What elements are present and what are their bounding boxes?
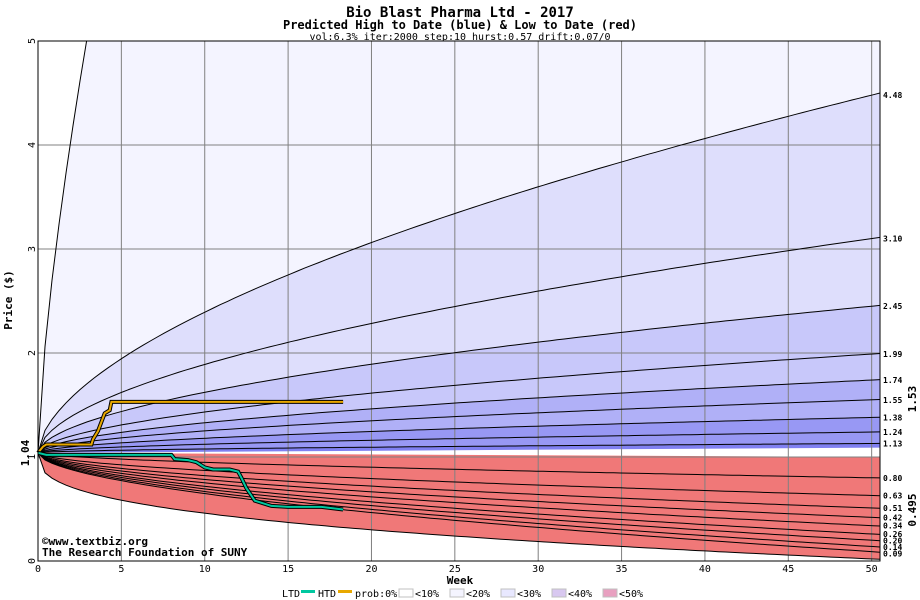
quantile-line [38, 416, 880, 454]
quantile-line [38, 452, 880, 509]
credit-line-2: The Research Foundation of SUNY [42, 546, 248, 559]
legend-ltd-label: LTD [282, 589, 300, 600]
quantile-end-label: 2.45 [883, 302, 902, 311]
legend-band-20-label: <20% [466, 589, 490, 600]
htd-line [37, 400, 344, 454]
quantile-line [38, 452, 880, 535]
quantile-end-label: 0.20 [883, 536, 902, 545]
quantile-line [38, 379, 880, 454]
chart-subtitle: Predicted High to Date (blue) & Low to D… [283, 18, 637, 32]
bands-layer [38, 41, 880, 560]
x-tick-label: 35 [616, 564, 628, 575]
x-tick-label: 10 [199, 564, 211, 575]
quantile-line [38, 399, 880, 454]
quantile-end-label: 0.42 [883, 513, 902, 522]
quantile-end-label: 0.80 [883, 474, 902, 483]
legend-band-30-label: <30% [517, 589, 541, 600]
plot-area: 0 5 10 15 20 25 30 35 40 45 500123454.483.102.451.… [27, 38, 902, 575]
ltd-line [37, 451, 344, 511]
y-tick-label: 1 [27, 454, 38, 460]
current-htd-label: 1.53 [906, 386, 919, 413]
low-band-9 [38, 452, 880, 560]
x-tick-label: 15 [282, 564, 294, 575]
quantile-end-label: 1.55 [883, 396, 902, 405]
center-gap [38, 447, 880, 457]
y-tick-label: 2 [27, 350, 38, 356]
x-tick-label: 40 [699, 564, 711, 575]
quantile-end-label: 1.38 [883, 413, 902, 422]
quantile-line [38, 452, 880, 519]
quantile-line [38, 431, 880, 454]
legend-band-30-swatch [551, 588, 567, 598]
legend: LTD HTD prob:0% <10% <20% <30% <40% <50% [282, 588, 643, 600]
y-tick-label: 5 [27, 38, 38, 44]
quantile-line [38, 236, 880, 454]
quantile-line [38, 452, 880, 479]
quantile-end-label: 4.48 [883, 91, 902, 100]
x-tick-label: 5 [118, 564, 124, 575]
chart-title: Bio Blast Pharma Ltd - 2017 [346, 5, 574, 21]
quantile-line [38, 304, 880, 454]
legend-band-10-label: <10% [415, 589, 439, 600]
quantile-line [38, 452, 880, 548]
x-tick-label: 50 [866, 564, 878, 575]
quantile-lines [38, 41, 880, 560]
quantile-line [38, 452, 880, 553]
quantile-end-label: 1.99 [883, 350, 902, 359]
quantile-line [38, 452, 880, 542]
x-tick-label: 0 [35, 564, 41, 575]
y-tick-label: 3 [27, 246, 38, 252]
quantile-end-label: 0.26 [883, 530, 902, 539]
legend-band-40-label: <40% [568, 589, 592, 600]
quantile-end-label: 0.63 [883, 491, 902, 500]
x-axis-title: Week [447, 574, 474, 587]
y-axis-title: Price ($) [2, 270, 15, 330]
quantile-line [38, 353, 880, 454]
quantile-line [38, 452, 880, 497]
legend-prob-label: prob:0% [355, 589, 397, 600]
chart-params: vol:6.3% iter:2000 step:10 hurst:0.57 dr… [309, 32, 610, 43]
quantile-end-label: 1.13 [883, 439, 902, 448]
quantile-end-label: 3.10 [883, 235, 902, 244]
legend-band-20-swatch [500, 588, 516, 598]
credit-line-1: ©www.textbiz.org [42, 535, 148, 548]
x-tick-label: 30 [532, 564, 544, 575]
current-ltd-label: 0.495 [906, 493, 919, 526]
legend-band-40-swatch [602, 588, 618, 598]
quantile-end-label: 0.09 [883, 549, 902, 558]
quantile-line [38, 92, 880, 453]
x-tick-label: 20 [365, 564, 377, 575]
quantile-line [38, 452, 880, 527]
legend-band-50-label: <50% [619, 589, 643, 600]
quantile-end-label: 0.14 [883, 543, 902, 552]
quantile-line [38, 452, 880, 560]
quantile-line [38, 442, 880, 454]
legend-band-0-swatch [398, 588, 414, 598]
quantile-end-label: 1.74 [883, 376, 902, 385]
x-tick-label: 45 [782, 564, 794, 575]
legend-htd-swatch [338, 590, 352, 593]
quantile-end-label: 0.51 [883, 504, 902, 513]
quantile-end-label: 0.34 [883, 522, 902, 531]
legend-ltd-swatch [301, 590, 315, 593]
y-tick-label: 0 [27, 558, 38, 564]
start-price-label: 1.04 [19, 439, 32, 466]
y-tick-label: 4 [27, 142, 38, 148]
x-tick-label: 25 [449, 564, 461, 575]
plot-frame [37, 40, 881, 562]
legend-htd-label: HTD [318, 589, 336, 600]
legend-band-10-swatch [449, 588, 465, 598]
quantile-end-label: 1.24 [883, 428, 902, 437]
